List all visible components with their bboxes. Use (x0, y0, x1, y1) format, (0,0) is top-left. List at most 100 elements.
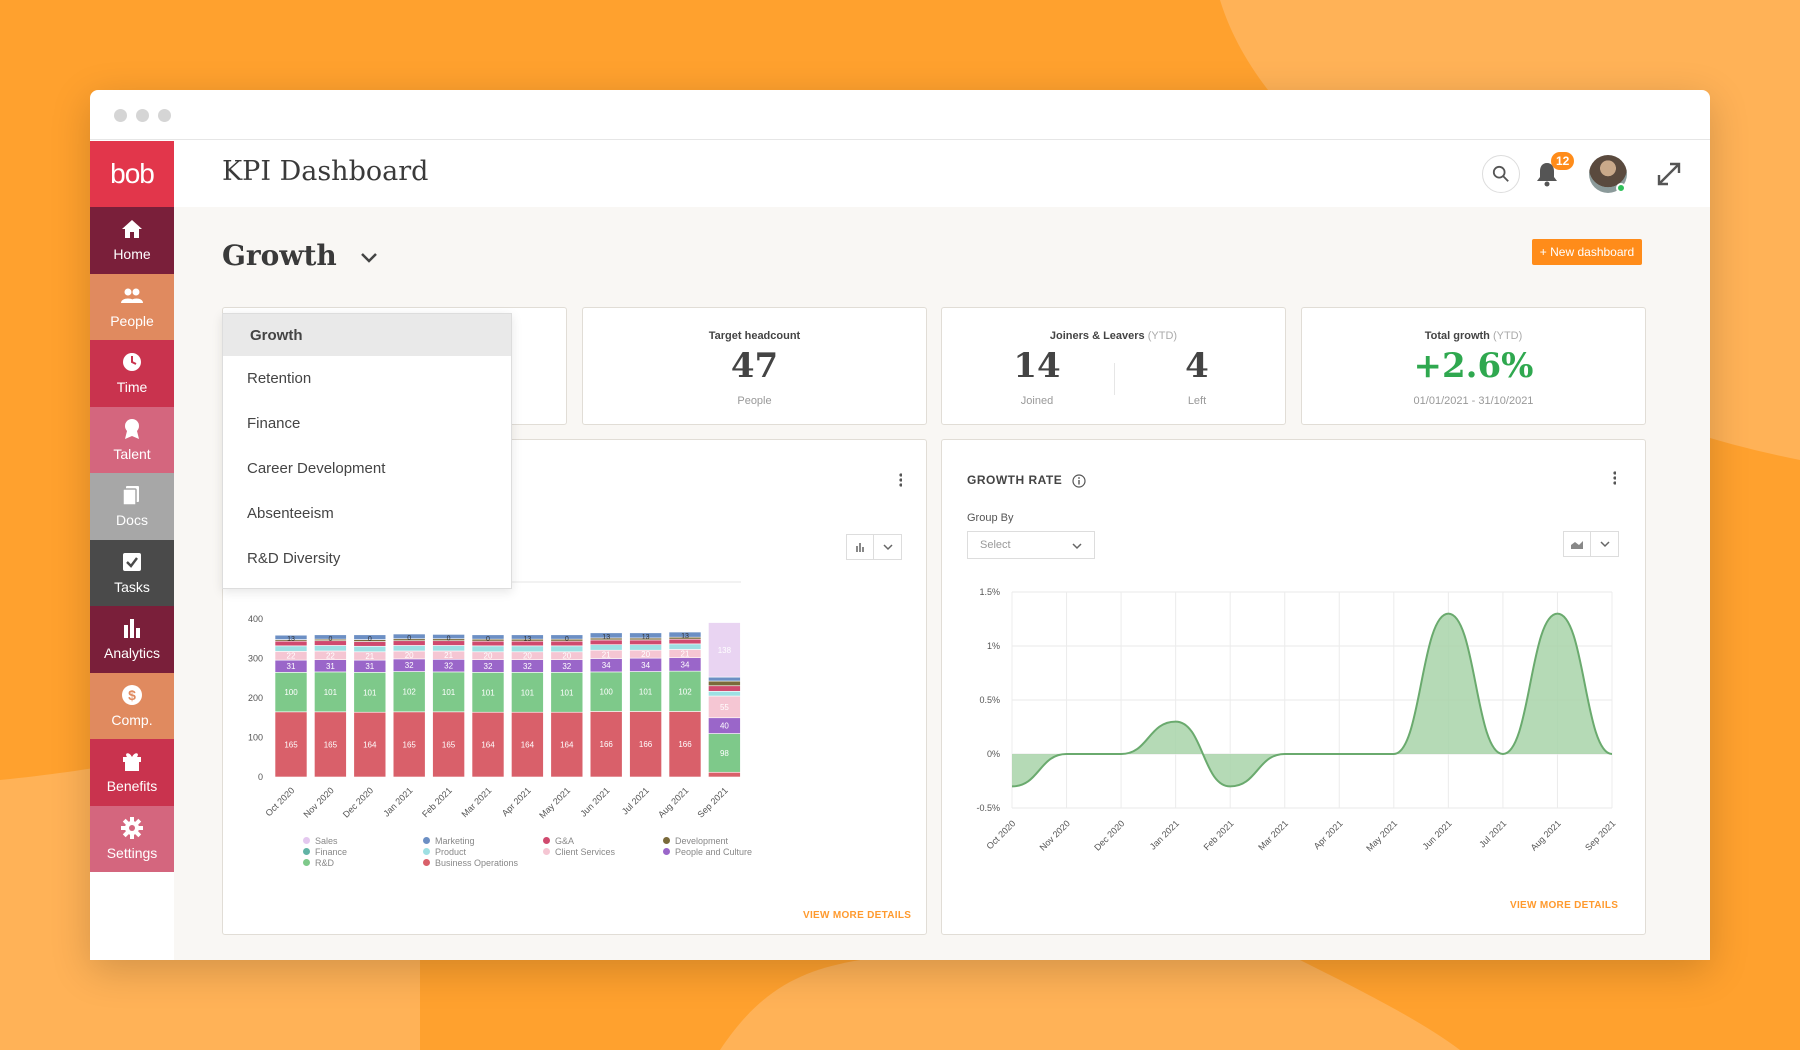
bar-segment (708, 622, 741, 678)
x-tick-label: Dec 2020 (1092, 818, 1126, 852)
legend-entry[interactable]: Development (663, 835, 752, 846)
legend-swatch (663, 848, 670, 855)
group-by-label: Group By (967, 512, 1014, 524)
window-dot[interactable] (114, 109, 127, 122)
dropdown-item-career-development[interactable]: Career Development (247, 460, 386, 477)
x-tick-label: Jul 2021 (1477, 818, 1508, 849)
dropdown-item-finance[interactable]: Finance (247, 415, 301, 432)
chart-type-toggle[interactable] (846, 534, 902, 560)
y-tick-label: -0.5% (976, 803, 1000, 813)
dashboard-selector[interactable]: Growth (222, 239, 378, 272)
bar-data-label: 32 (562, 662, 571, 671)
bar-segment (432, 645, 465, 652)
top-header: KPI Dashboard 12 (174, 141, 1710, 207)
y-tick-label: 400 (248, 614, 263, 624)
left-value: 4 (1185, 346, 1209, 386)
bar-segment (550, 645, 584, 653)
sidebar-item-people[interactable]: People (90, 273, 174, 340)
x-tick-label: Sep 2021 (1583, 818, 1617, 852)
sidebar-item-comp[interactable]: $ Comp. (90, 672, 174, 739)
area-chart-icon[interactable] (1564, 532, 1591, 556)
sidebar-item-label: Time (116, 379, 148, 396)
clock-icon (123, 353, 141, 372)
legend-entry[interactable]: Sales (303, 835, 347, 846)
legend-entry[interactable]: Client Services (543, 846, 615, 857)
dropdown-item-r-d-diversity[interactable]: R&D Diversity (247, 550, 341, 567)
notifications-button[interactable] (1535, 161, 1559, 192)
bar-data-label: 21 (681, 650, 690, 659)
legend-entry[interactable]: Business Operations (423, 857, 518, 868)
x-tick-label: Sep 2021 (695, 785, 729, 819)
window-dot[interactable] (158, 109, 171, 122)
bar-data-label: 101 (442, 688, 456, 697)
sidebar-item-analytics[interactable]: Analytics (90, 606, 174, 673)
bar-segment (353, 645, 387, 653)
legend-swatch (423, 859, 430, 866)
tasks-icon (123, 552, 141, 571)
legend-label: People and Culture (675, 846, 753, 857)
legend-entry[interactable]: People and Culture (663, 846, 752, 857)
expand-button[interactable] (1656, 161, 1682, 192)
view-more-details-link[interactable]: VIEW MORE DETAILS (803, 910, 912, 921)
chevron-down-icon[interactable] (1591, 532, 1618, 556)
expand-icon (1657, 162, 1681, 186)
legend-entry[interactable]: G&A (543, 835, 615, 846)
window-dot[interactable] (136, 109, 149, 122)
bar-segment (668, 711, 702, 778)
bar-segment (550, 672, 584, 713)
sidebar-item-settings[interactable]: Settings (90, 805, 174, 872)
sidebar-item-docs[interactable]: Docs (90, 473, 174, 540)
sidebar-item-label: Benefits (106, 778, 158, 795)
dropdown-item-retention[interactable]: Retention (247, 370, 312, 387)
bar-segment (392, 633, 426, 640)
search-icon (1492, 165, 1509, 182)
badge-icon (125, 418, 139, 439)
sidebar-item-talent[interactable]: Talent (90, 406, 174, 473)
legend-label: R&D (315, 857, 335, 868)
bar-segment (274, 634, 308, 640)
main-area: KPI Dashboard 12 Growth + New dashboard (174, 141, 1710, 960)
new-dashboard-button[interactable]: + New dashboard (1532, 239, 1642, 265)
sidebar-item-time[interactable]: Time (90, 340, 174, 407)
dropdown-item-growth[interactable]: Growth (223, 314, 511, 356)
legend-entry[interactable]: Finance (303, 846, 347, 857)
bar-data-label: 166 (678, 740, 692, 749)
app-window: bob Home People Time Talent Docs Tasks Analyti… (90, 90, 1710, 960)
legend-entry[interactable]: Product (423, 846, 518, 857)
sidebar: bob Home People Time Talent Docs Tasks Analyti… (90, 141, 174, 960)
more-options-icon[interactable] (899, 473, 902, 487)
bar-top-label: 13 (681, 633, 689, 640)
bar-data-label: 40 (720, 722, 729, 731)
bar-data-label: 164 (521, 741, 535, 750)
group-by-select[interactable]: Select (967, 531, 1095, 559)
bar-top-label: 0 (447, 635, 451, 642)
info-icon[interactable] (1072, 474, 1086, 488)
chart-type-toggle[interactable] (1563, 531, 1619, 557)
bar-segment (629, 644, 662, 651)
legend-column: Marketing Product Business Operations (423, 835, 518, 868)
bar-chart-icon[interactable] (847, 535, 874, 559)
dropdown-item-absenteeism[interactable]: Absenteeism (247, 505, 334, 522)
legend-label: Development (675, 835, 729, 846)
bar-segment (668, 643, 702, 650)
bar-segment (589, 632, 623, 639)
view-more-details-link[interactable]: VIEW MORE DETAILS (1510, 900, 1619, 911)
legend-label: Product (435, 846, 467, 857)
sidebar-item-benefits[interactable]: Benefits (90, 739, 174, 806)
kpi-label: Target headcount (708, 330, 801, 342)
search-button[interactable] (1482, 155, 1520, 193)
legend-entry[interactable]: Marketing (423, 835, 518, 846)
area-fill (1012, 613, 1612, 787)
sidebar-item-home[interactable]: Home (90, 207, 174, 274)
x-tick-label: Feb 2021 (420, 785, 454, 819)
sidebar-item-tasks[interactable]: Tasks (90, 539, 174, 606)
more-options-icon[interactable] (1613, 471, 1616, 485)
chevron-down-icon[interactable] (874, 535, 901, 559)
bar-data-label: 20 (484, 652, 493, 661)
chevron-down-icon (1072, 543, 1082, 550)
bar-data-label: 100 (284, 688, 298, 697)
bob-logo[interactable]: bob (90, 141, 174, 207)
legend-entry[interactable]: R&D (303, 857, 347, 868)
y-tick-label: 1.5% (979, 587, 1000, 597)
sidebar-item-label: People (110, 312, 154, 329)
